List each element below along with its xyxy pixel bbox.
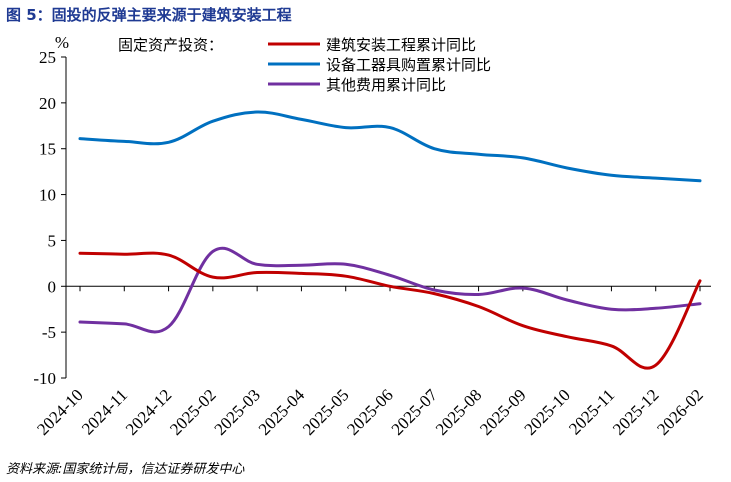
x-tick-label: 2025-03 <box>210 385 264 439</box>
x-tick-label: 2025-09 <box>476 385 530 439</box>
x-tick-label: 2025-05 <box>299 385 353 439</box>
x-tick-label: 2025-10 <box>520 385 574 439</box>
y-tick-label: 25 <box>39 48 56 67</box>
x-tick-label: 2025-02 <box>166 385 220 439</box>
series-line-3 <box>78 246 702 334</box>
x-tick-label: 2025-06 <box>343 385 397 439</box>
x-tick-label: 2024-10 <box>33 385 87 439</box>
x-tick-label: 2024-11 <box>78 385 131 438</box>
y-tick-label: -10 <box>33 369 56 388</box>
x-tick-label: 2025-11 <box>565 385 618 438</box>
y-tick-label: 15 <box>39 140 56 159</box>
legend-entry-2: 设备工器具购置累计同比 <box>326 56 491 74</box>
x-tick-label: 2025-04 <box>255 385 309 439</box>
legend-entry-1: 建筑安装工程累计同比 <box>326 36 476 54</box>
legend-prefix: 固定资产投资： <box>118 36 223 54</box>
x-tick-label: 2024-12 <box>122 385 176 439</box>
series-line-2 <box>78 110 702 183</box>
figure-title: 图 5：固投的反弹主要来源于建筑安装工程 <box>6 6 292 24</box>
y-tick-label: 10 <box>39 186 56 205</box>
x-tick-label: 2025-08 <box>432 385 486 439</box>
y-tick-label: -5 <box>42 323 56 342</box>
y-tick-label: 0 <box>48 277 57 296</box>
series-line-1 <box>78 251 702 370</box>
y-tick-label: 20 <box>39 94 56 113</box>
x-tick-label: 2026-02 <box>653 385 707 439</box>
legend-entry-3: 其他费用累计同比 <box>326 76 446 94</box>
x-tick-label: 2025-07 <box>388 385 442 439</box>
y-axis-unit-label: % <box>55 33 69 52</box>
y-tick-label: 5 <box>48 231 57 250</box>
chart-series-lines <box>78 110 702 370</box>
x-tick-label: 2025-12 <box>609 385 663 439</box>
figure-source: 资料来源:国家统计局，信达证券研发中心 <box>6 462 245 477</box>
